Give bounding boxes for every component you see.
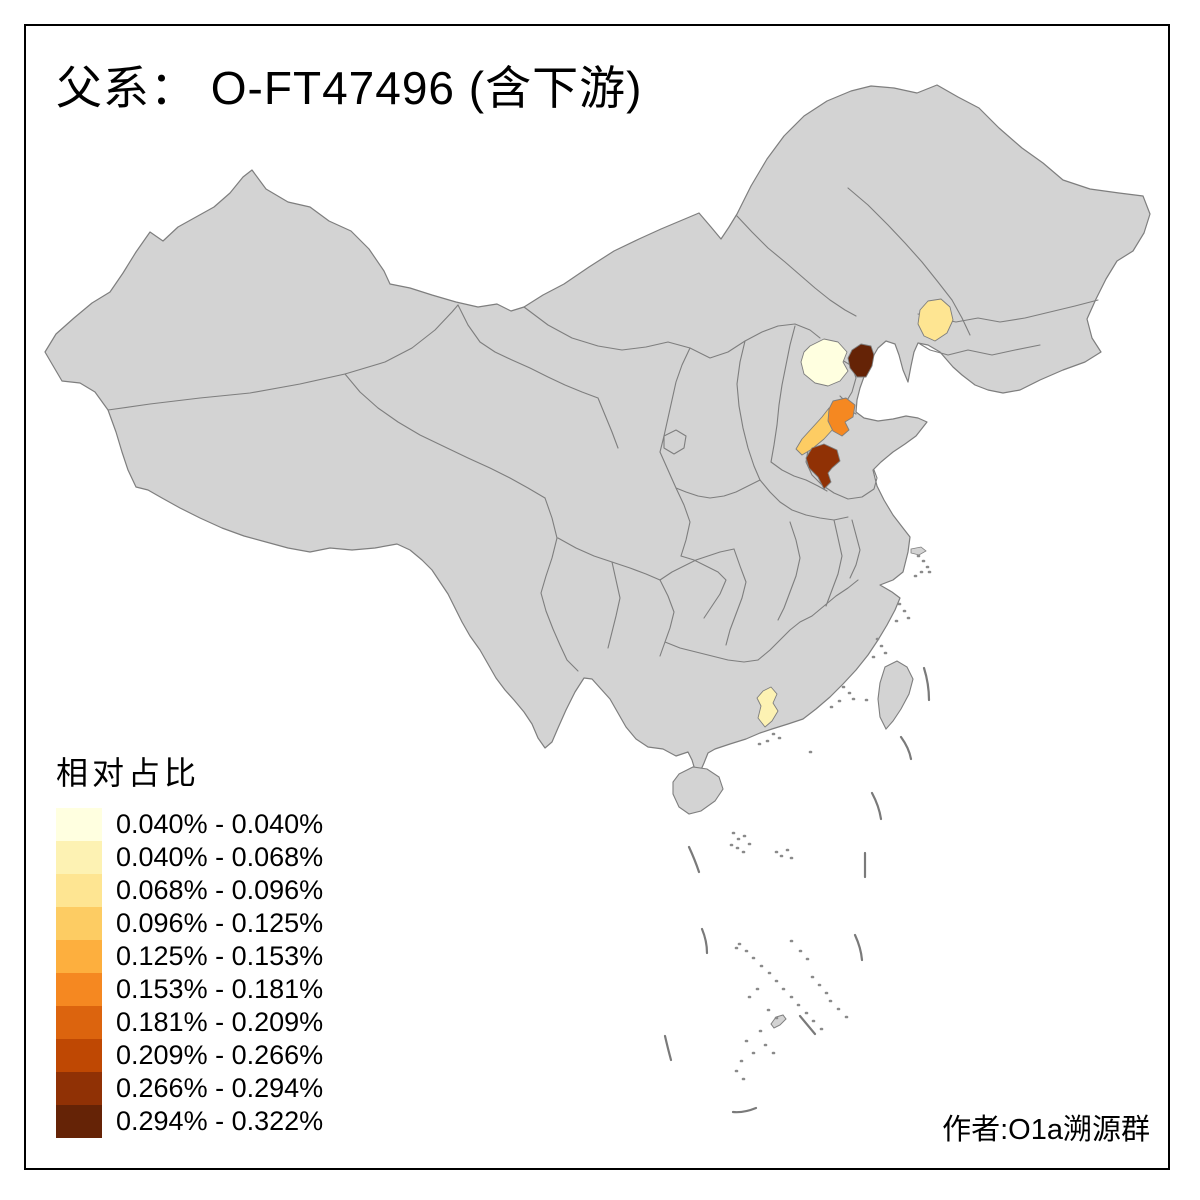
map-region bbox=[800, 338, 849, 387]
map-region bbox=[917, 298, 954, 342]
taiwan-island bbox=[877, 660, 914, 730]
legend-swatch bbox=[56, 1006, 102, 1039]
legend-swatch bbox=[56, 874, 102, 907]
legend-swatch bbox=[56, 907, 102, 940]
legend-item: 0.040% - 0.040% bbox=[56, 808, 323, 841]
legend-swatch bbox=[56, 973, 102, 1006]
legend-item: 0.040% - 0.068% bbox=[56, 841, 323, 874]
map-region bbox=[756, 686, 779, 728]
legend-swatch bbox=[56, 808, 102, 841]
legend-item: 0.096% - 0.125% bbox=[56, 907, 323, 940]
mainland-china bbox=[44, 84, 1151, 773]
legend-swatch bbox=[56, 1105, 102, 1138]
island-dots bbox=[729, 554, 932, 1081]
legend-item: 0.153% - 0.181% bbox=[56, 973, 323, 1006]
map-region bbox=[847, 343, 875, 378]
legend-label: 0.040% - 0.068% bbox=[116, 842, 324, 872]
legend-title: 相对占比 bbox=[56, 755, 201, 791]
map-title: 父系： O-FT47496 (含下游) bbox=[56, 62, 643, 114]
south-sea-island bbox=[770, 1014, 787, 1029]
map-region bbox=[805, 443, 841, 490]
attribution: 作者:O1a溯源群 bbox=[942, 1114, 1150, 1146]
legend-item: 0.294% - 0.322% bbox=[56, 1105, 323, 1138]
nine-dash-line bbox=[663, 666, 931, 1114]
legend: 相对占比 0.040% - 0.040% 0.040% - 0.068% 0.068… bbox=[56, 748, 323, 1138]
legend-item: 0.209% - 0.266% bbox=[56, 1039, 323, 1072]
legend-item: 0.068% - 0.096% bbox=[56, 874, 323, 907]
chongming-island bbox=[910, 546, 927, 556]
legend-label: 0.294% - 0.322% bbox=[116, 1106, 324, 1136]
legend-label: 0.096% - 0.125% bbox=[116, 908, 324, 938]
legend-label: 0.266% - 0.294% bbox=[116, 1073, 324, 1103]
legend-item: 0.266% - 0.294% bbox=[56, 1072, 323, 1105]
map-region bbox=[827, 397, 856, 437]
hainan-island bbox=[672, 766, 724, 815]
legend-label: 0.040% - 0.040% bbox=[116, 809, 324, 839]
legend-label: 0.125% - 0.153% bbox=[116, 941, 324, 971]
legend-swatch bbox=[56, 1072, 102, 1105]
legend-label: 0.209% - 0.266% bbox=[116, 1040, 324, 1070]
legend-swatch bbox=[56, 940, 102, 973]
legend-swatch bbox=[56, 841, 102, 874]
legend-swatch bbox=[56, 1039, 102, 1072]
highlighted-regions bbox=[756, 298, 954, 728]
legend-label: 0.153% - 0.181% bbox=[116, 974, 324, 1004]
legend-items: 0.040% - 0.040% 0.040% - 0.068% 0.068% - 0… bbox=[56, 808, 323, 1138]
legend-item: 0.125% - 0.153% bbox=[56, 940, 323, 973]
legend-item: 0.181% - 0.209% bbox=[56, 1006, 323, 1039]
legend-label: 0.068% - 0.096% bbox=[116, 875, 324, 905]
legend-label: 0.181% - 0.209% bbox=[116, 1007, 324, 1037]
